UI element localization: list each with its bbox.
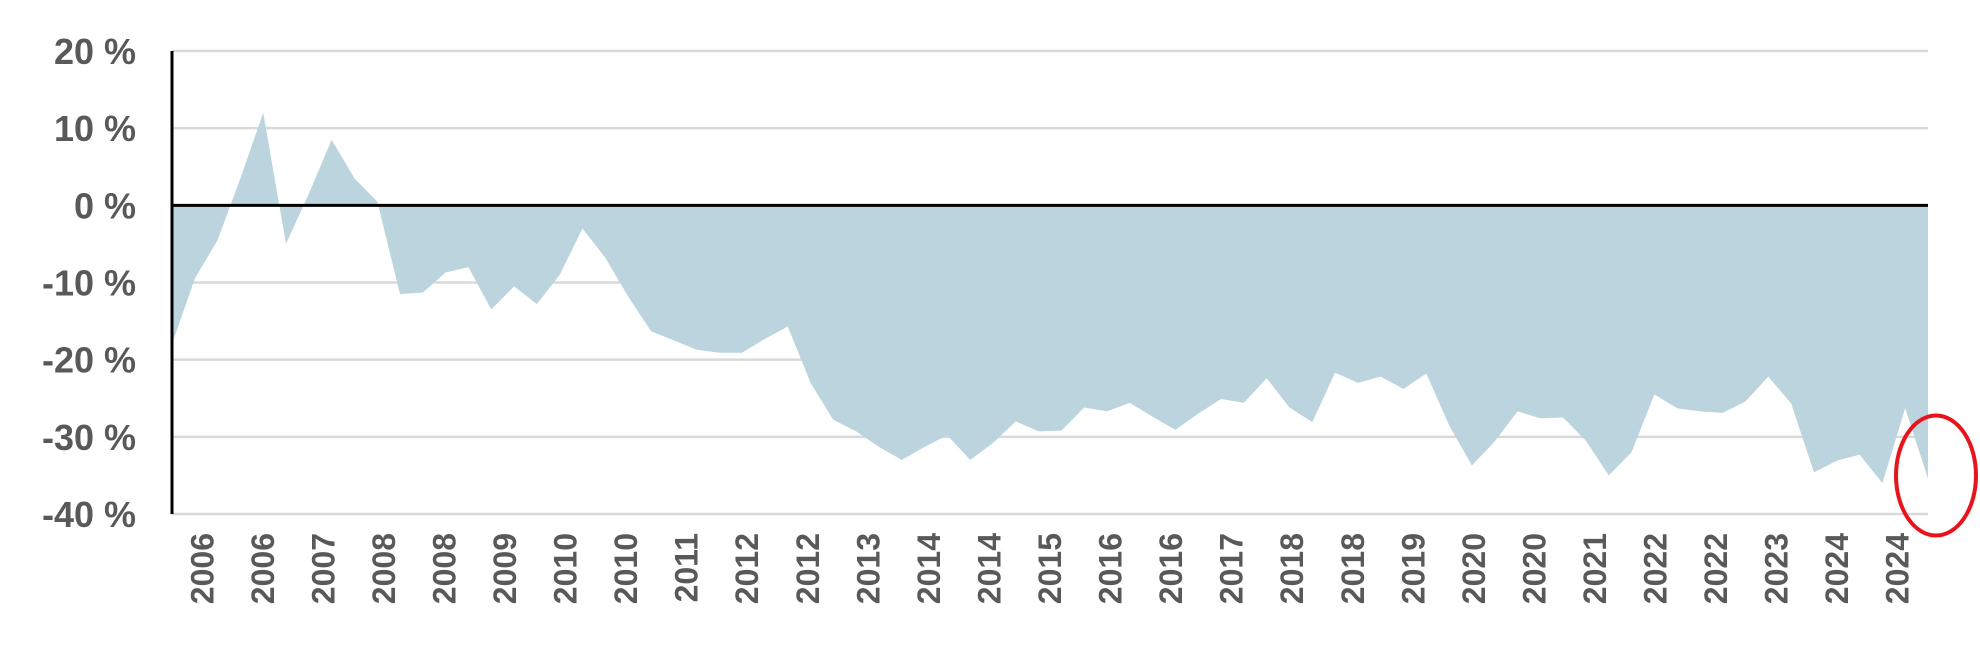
x-tick-label: 2019	[1395, 533, 1431, 604]
x-tick-label: 2017	[1214, 533, 1250, 604]
x-tick-label: 2022	[1638, 533, 1674, 604]
x-tick-label: 2007	[305, 533, 341, 604]
x-tick-label: 2016	[1093, 533, 1129, 604]
x-tick-label: 2018	[1274, 533, 1310, 604]
x-tick-label: 2020	[1456, 533, 1492, 604]
x-tick-label: 2020	[1516, 533, 1552, 604]
y-tick-label: 10 %	[54, 108, 136, 149]
y-tick-label: -40 %	[42, 494, 136, 535]
y-tick-label: 20 %	[54, 31, 136, 72]
x-tick-label: 2008	[366, 533, 402, 604]
y-tick-label: -30 %	[42, 417, 136, 458]
series-area	[172, 112, 1928, 484]
x-tick-label: 2010	[608, 533, 644, 604]
axes	[170, 51, 1928, 514]
x-tick-label: 2013	[850, 533, 886, 604]
series-area-fill	[172, 112, 1928, 484]
x-tick-label: 2024	[1880, 533, 1916, 604]
x-tick-label: 2015	[1032, 533, 1068, 604]
x-tick-label: 2024	[1819, 533, 1855, 604]
x-tick-labels: 2006 2006 2007 2008 2008 2009 2010 2010 2011 2012…	[184, 533, 1915, 604]
x-tick-label: 2018	[1335, 533, 1371, 604]
x-tick-label: 2006	[184, 533, 220, 604]
x-tick-label: 2009	[487, 533, 523, 604]
x-tick-label: 2010	[548, 533, 584, 604]
y-tick-label: 0 %	[74, 185, 136, 226]
x-tick-label: 2011	[669, 533, 705, 602]
x-tick-label: 2021	[1577, 533, 1613, 604]
highlight-ellipse	[1894, 413, 1978, 538]
x-tick-label: 2014	[971, 533, 1007, 604]
y-tick-label: -20 %	[42, 340, 136, 381]
annotations	[1894, 413, 1978, 538]
x-tick-label: 2012	[729, 533, 765, 604]
x-tick-label: 2022	[1698, 533, 1734, 604]
x-tick-label: 2014	[911, 533, 947, 604]
x-tick-label: 2012	[790, 533, 826, 604]
x-tick-label: 2023	[1759, 533, 1795, 604]
x-tick-label: 2016	[1153, 533, 1189, 604]
y-tick-labels: 20 % 10 % 0 % -10 % -20 % -30 % -40 %	[42, 31, 136, 535]
y-tick-label: -10 %	[42, 263, 136, 304]
x-tick-label: 2008	[427, 533, 463, 604]
x-tick-label: 2006	[245, 533, 281, 604]
